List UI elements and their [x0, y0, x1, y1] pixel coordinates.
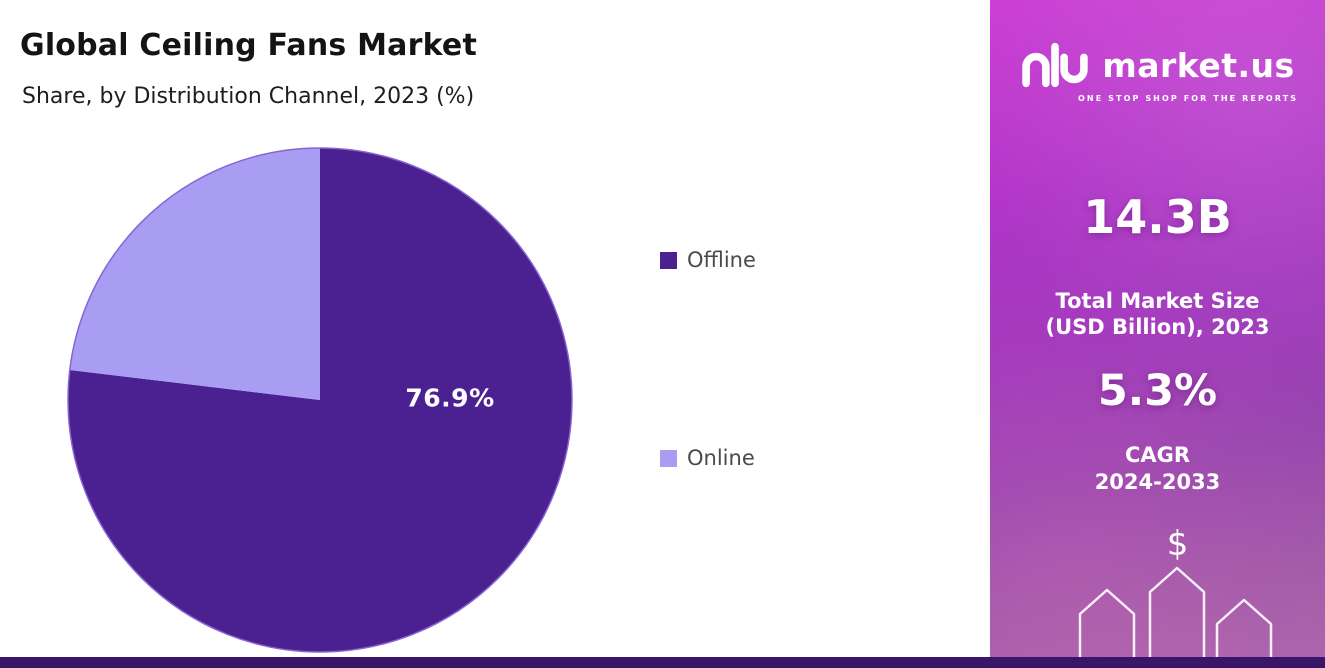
legend-label-online: Online	[687, 446, 755, 470]
stat-cagr-label-line2: 2024-2033	[1094, 470, 1221, 495]
legend-label-offline: Offline	[687, 248, 756, 272]
pie-slice-value-label: 76.9%	[405, 383, 495, 413]
pie-chart: 76.9%	[60, 140, 580, 660]
pie-chart-svg	[67, 147, 573, 653]
pie-slice-offline	[67, 148, 573, 652]
stat-cagr-label-line1: CAGR	[1124, 443, 1191, 467]
stat-cagr-label: CAGR 2024-2033	[990, 442, 1325, 497]
stat-market-size-label-line2: (USD Billion), 2023	[1045, 315, 1270, 340]
chart-title: Global Ceiling Fans Market	[20, 28, 478, 63]
stat-market-size-label-line1: Total Market Size	[1055, 289, 1260, 313]
brand-logo-block: market.us ONE STOP SHOP FOR THE REPORTS	[990, 40, 1325, 103]
bottom-strip	[0, 657, 1325, 668]
stat-market-size-value: 14.3B	[1083, 190, 1232, 244]
chart-area: Global Ceiling Fans Market Share, by Dis…	[20, 0, 860, 668]
brand-name: market.us	[1102, 45, 1295, 85]
dollar-icon: $	[1166, 524, 1189, 564]
legend-item-online: Online	[660, 446, 755, 470]
growth-arrows-icon	[1078, 566, 1273, 657]
legend-swatch-offline	[660, 251, 677, 269]
sidebar-panel: market.us ONE STOP SHOP FOR THE REPORTS …	[990, 0, 1325, 668]
stat-cagr-value: 5.3%	[1097, 366, 1218, 416]
stat-market-size-label: Total Market Size (USD Billion), 2023	[990, 288, 1325, 341]
legend-swatch-online	[660, 449, 677, 467]
marketus-logo-icon	[1022, 42, 1089, 88]
legend-item-offline: Offline	[660, 248, 756, 272]
brand-tagline: ONE STOP SHOP FOR THE REPORTS	[1078, 94, 1299, 103]
chart-subtitle: Share, by Distribution Channel, 2023 (%)	[22, 84, 475, 109]
pie-slice-online	[69, 148, 321, 400]
pie-legend: Offline Online	[660, 0, 860, 668]
pie-outline-ring	[67, 147, 573, 653]
